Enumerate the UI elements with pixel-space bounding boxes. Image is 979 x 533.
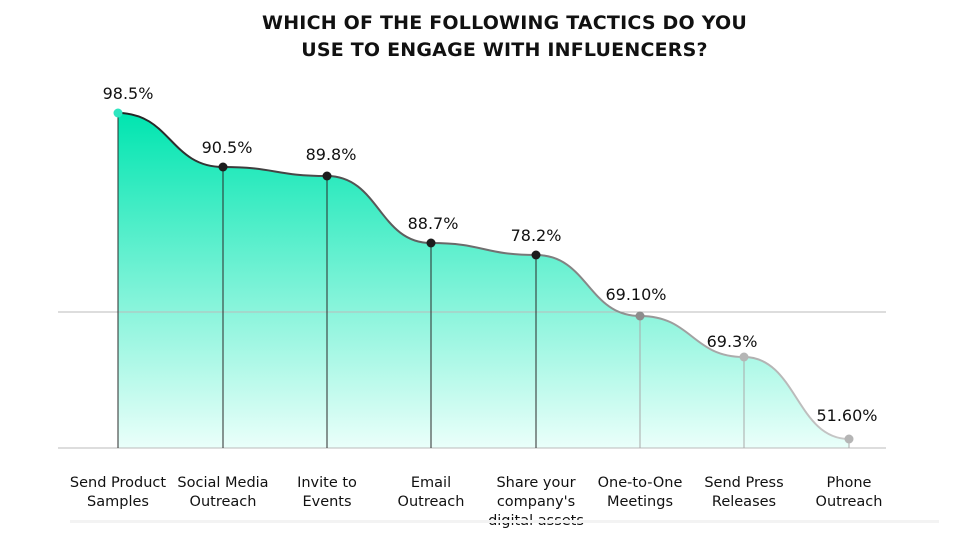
data-label-2: 90.5% [202,138,253,157]
data-label-4: 88.7% [408,214,459,233]
data-label-7: 69.3% [707,332,758,351]
category-label-line: Phone [827,475,872,491]
category-label-7: Send Press Releases [704,475,783,510]
category-label-line: Releases [712,494,776,510]
category-label-line: Meetings [607,494,673,510]
data-point-1 [113,108,123,118]
category-label-3: Invite to Events [297,475,357,510]
category-label-line: Send Press [704,475,783,491]
category-label-line: Share your [496,475,575,491]
category-label-line: Social Media [177,475,268,491]
chart-title-line-2: USE TO ENGAGE WITH INFLUENCERS? [301,39,708,61]
data-point-6 [635,311,645,321]
data-point-5 [531,250,541,260]
area-fill [118,113,849,448]
category-label-line: Events [302,494,351,510]
data-label-8: 51.60% [816,406,877,425]
category-label-line: Invite to [297,475,357,491]
category-label-6: One-to-One Meetings [598,475,683,510]
category-label-line: Outreach [398,494,465,510]
category-label-8: Phone Outreach [816,475,883,510]
category-label-line: Outreach [190,494,257,510]
data-point-3 [322,171,332,181]
footer-divider [70,520,939,523]
chart-title-line-1: WHICH OF THE FOLLOWING TACTICS DO YOU [262,12,747,34]
category-label-line: Outreach [816,494,883,510]
data-point-4 [426,238,436,248]
category-label-line: Email [411,475,451,491]
data-point-8 [844,434,854,444]
category-label-5: Share your company's digital assets [488,475,584,529]
category-label-line: company's [497,494,575,510]
data-point-7 [739,352,749,362]
category-label-2: Social Media Outreach [177,475,268,510]
category-label-1: Send Product Samples [70,475,166,510]
data-label-5: 78.2% [511,226,562,245]
category-label-line: Send Product [70,475,166,491]
category-label-4: Email Outreach [398,475,465,510]
category-label-line: One-to-One [598,475,683,491]
chart-title: WHICH OF THE FOLLOWING TACTICS DO YOU US… [0,10,979,64]
data-label-6: 69.10% [605,285,666,304]
data-label-3: 89.8% [306,145,357,164]
data-label-1: 98.5% [103,84,154,103]
data-point-2 [218,162,228,172]
category-label-line: Samples [87,494,149,510]
